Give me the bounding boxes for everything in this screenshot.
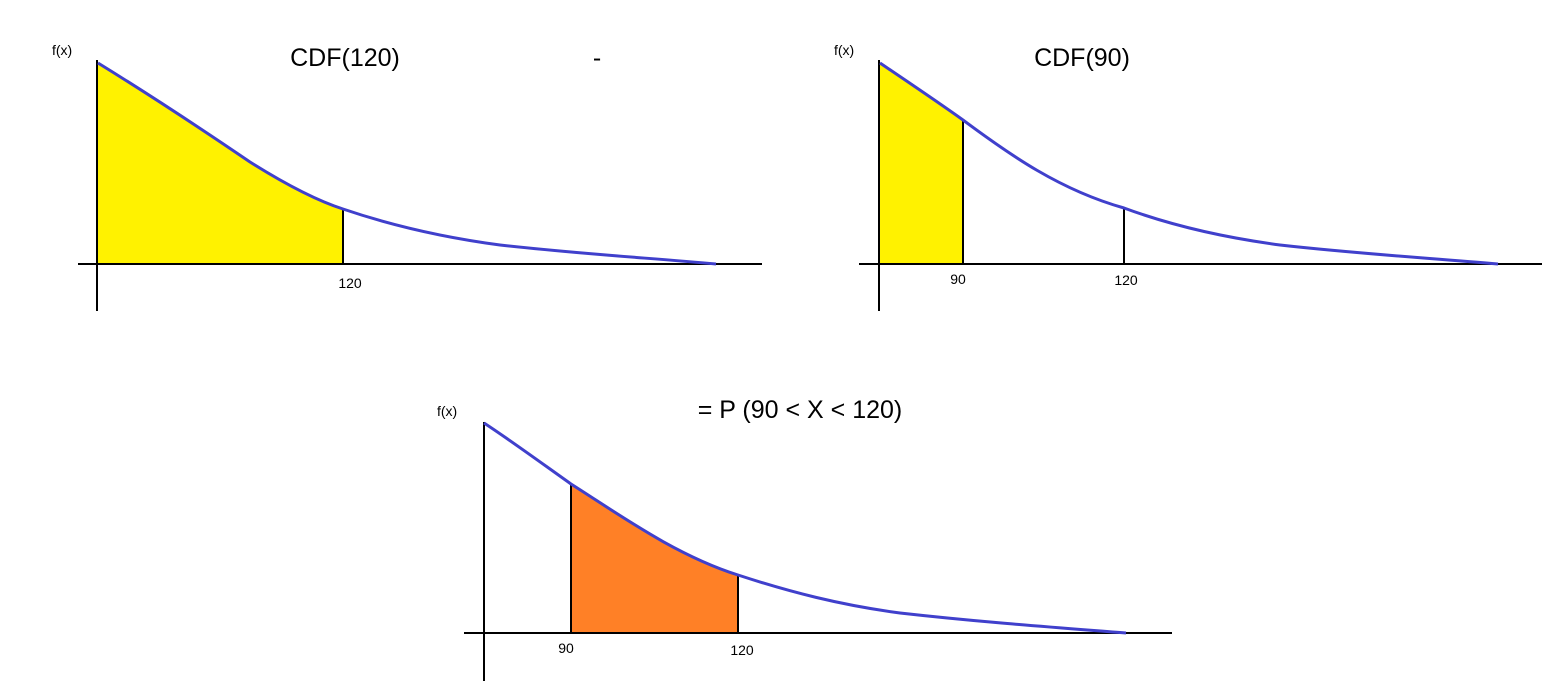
shaded-area-0-to-120 (98, 63, 343, 264)
y-axis-label: f(x) (437, 403, 457, 419)
panel-cdf-120: f(x) CDF(120) 120 (52, 42, 762, 311)
shaded-area-0-to-90 (880, 63, 963, 264)
panel-interval-probability: f(x) = P (90 < X < 120) 90 120 (437, 396, 1172, 681)
panel-cdf-90: f(x) CDF(90) 90 120 (834, 42, 1542, 311)
y-axis-label: f(x) (834, 42, 854, 58)
minus-operator: - (593, 44, 601, 72)
tick-label-120: 120 (1114, 272, 1138, 288)
panel-title: CDF(120) (290, 44, 400, 72)
tick-label-120: 120 (338, 275, 362, 291)
panel-title: CDF(90) (1034, 44, 1130, 72)
shaded-area-90-to-120 (571, 484, 738, 633)
density-curve (97, 61, 717, 266)
density-curve (879, 61, 1499, 266)
tick-label-90: 90 (558, 640, 574, 656)
y-axis-label: f(x) (52, 42, 72, 58)
tick-label-90: 90 (950, 271, 966, 287)
density-curve (483, 421, 1127, 635)
panel-title: = P (90 < X < 120) (698, 396, 903, 424)
tick-label-120: 120 (730, 642, 754, 658)
